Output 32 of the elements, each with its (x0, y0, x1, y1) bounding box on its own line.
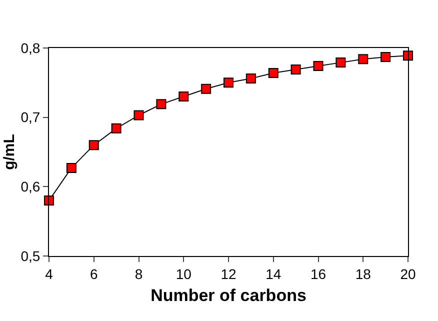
point (111, 123, 122, 134)
point (66, 162, 76, 173)
point (358, 54, 368, 64)
point (313, 61, 324, 72)
x-tick-label: 8 (134, 266, 143, 282)
point (290, 64, 301, 74)
point (224, 78, 234, 88)
x-tick-label: 12 (220, 266, 236, 282)
x-tick-label: 16 (310, 266, 326, 282)
point (178, 92, 189, 102)
x-tick-label: 4 (45, 266, 54, 282)
x-tick-label: 14 (266, 266, 282, 282)
point (88, 140, 99, 150)
x-tick-label: 18 (355, 266, 372, 282)
y-tick-label: 0,5 (20, 248, 40, 264)
point (380, 52, 391, 62)
point (336, 58, 346, 68)
y-tick-label: 0,7 (20, 109, 40, 126)
point (246, 74, 256, 84)
point (134, 110, 144, 120)
x-tick-label: 10 (176, 266, 192, 282)
point (268, 68, 278, 78)
x-tick-label: 6 (90, 266, 98, 282)
y-tick-label: 0,6 (20, 178, 40, 195)
point (403, 50, 413, 61)
x-tick-label: 20 (400, 266, 416, 282)
point (44, 196, 54, 206)
y-tick-label: 0,8 (20, 40, 40, 56)
x-axis-title: Number of carbons (150, 286, 306, 306)
point (201, 84, 212, 94)
y-axis-title: g/mL (0, 134, 18, 170)
point (156, 99, 166, 110)
